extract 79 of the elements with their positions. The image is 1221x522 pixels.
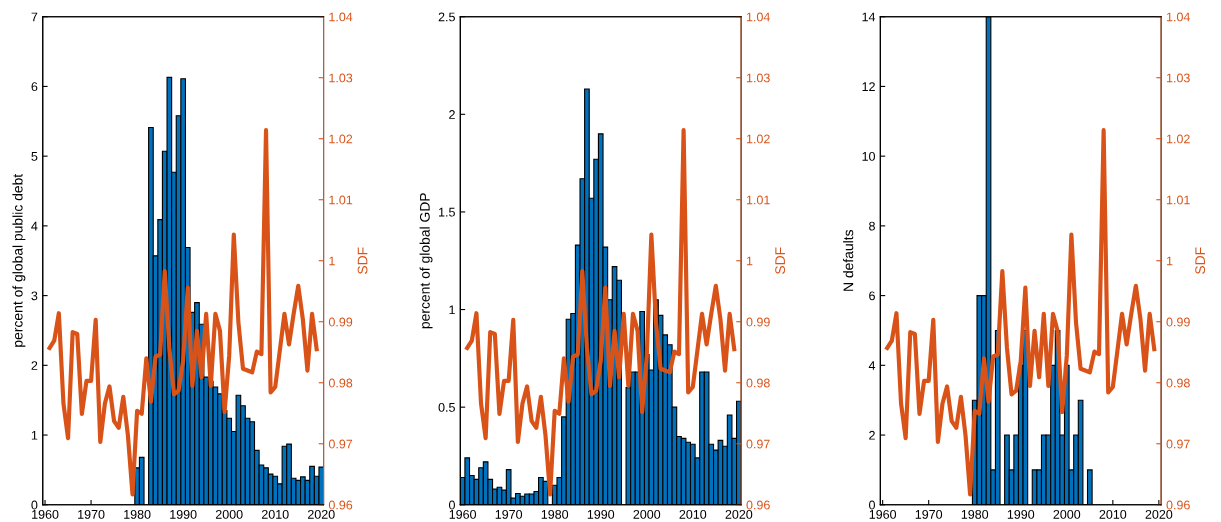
y-axis-title: percent of global public debt [12,173,26,347]
x-tick-label: 1980 [961,509,989,519]
y-tick-label: 12 [862,82,875,91]
y2-tick-label: 1.01 [746,195,770,205]
y2-tick-label: 0.99 [746,317,770,327]
x-tick-label: 2020 [1145,509,1173,519]
y-tick-label: 0 [448,500,455,510]
y-tick-label: 14 [862,12,876,22]
y-tick-label: 7 [31,12,38,22]
x-tick-label: 1970 [495,509,523,519]
y2-tick-label: 1 [329,256,335,266]
x-tick-label: 1980 [541,509,569,519]
line-series [885,128,1157,497]
y2-tick-label: 0.97 [328,439,353,449]
y2-axis-title: SDF [1195,247,1206,274]
x-tick-label: 1960 [32,509,59,519]
y-tick-label: 1.5 [439,207,455,217]
x-tick-label: 1970 [78,509,105,519]
x-tick-label: 2000 [215,509,243,519]
y-tick-label: 0.5 [438,402,455,412]
y-axis-title: N defaults [843,229,854,291]
x-tick-label: 1990 [587,509,615,519]
y2-tick-label: 0.96 [328,500,353,510]
y2-tick-label: 1.02 [1166,134,1190,144]
x-tick-label: 2000 [633,509,661,519]
y2-tick-label: 1 [746,256,753,266]
y-tick-label: 2 [869,430,875,440]
y-tick-label: 0 [31,500,38,510]
line-series [465,128,737,497]
y-tick-label: 2 [449,110,455,119]
y-tick-label: 1 [31,430,38,440]
x-tick-label: 2010 [679,509,707,519]
y2-tick-label: 0.97 [746,439,770,449]
y-tick-label: 2 [31,361,38,370]
y2-tick-label: 1.04 [1166,12,1190,22]
y-tick-label: 4 [868,361,876,370]
y2-tick-label: 0.96 [1166,500,1190,510]
x-tick-label: 2020 [307,509,335,519]
y-tick-label: 1 [449,305,455,315]
y2-tick-label: 1.02 [329,134,353,144]
y-tick-label: 8 [869,221,875,231]
x-tick-label: 1970 [915,509,943,519]
y2-tick-label: 1 [1166,256,1173,266]
y-tick-label: 2.5 [438,12,455,22]
x-tick-label: 2000 [1053,509,1081,519]
x-tick-label: 1990 [1007,509,1035,519]
y-tick-label: 6 [31,82,38,92]
y2-axis-title: SDF [775,247,786,274]
y2-tick-label: 1.04 [329,12,353,22]
y2-tick-label: 0.99 [1166,317,1190,327]
y2-tick-label: 1.03 [746,73,770,83]
x-tick-label: 2020 [725,509,753,519]
y-tick-label: 5 [31,152,38,161]
y2-tick-label: 0.96 [746,500,770,510]
line-series [47,128,319,497]
y-tick-label: 4 [31,221,38,231]
x-tick-label: 1990 [170,509,197,519]
y2-tick-label: 0.97 [1166,439,1190,449]
y2-tick-label: 0.99 [328,317,353,327]
x-tick-label: 1980 [124,509,151,519]
y2-tick-label: 1.01 [1166,195,1190,205]
y-axis-title: percent of global GDP [419,193,433,329]
y-tick-label: 10 [862,151,875,161]
y2-tick-label: 1.04 [746,12,770,22]
y2-tick-label: 1.03 [329,73,353,83]
y2-tick-label: 1.03 [1166,73,1190,83]
x-tick-label: 2010 [1099,509,1127,519]
y2-tick-label: 1.02 [746,134,770,144]
y2-tick-label: 1.01 [329,195,353,205]
x-tick-label: 1960 [869,509,897,519]
y2-tick-label: 0.98 [328,378,353,388]
y2-tick-label: 0.98 [746,378,770,388]
y-tick-label: 6 [869,291,875,301]
y-tick-label: 3 [31,291,38,301]
y-tick-label: 0 [869,500,875,510]
x-tick-label: 1960 [449,509,477,519]
y2-tick-label: 0.98 [1166,378,1190,388]
x-tick-label: 2010 [261,509,289,519]
y2-axis-title: SDF [357,247,368,274]
